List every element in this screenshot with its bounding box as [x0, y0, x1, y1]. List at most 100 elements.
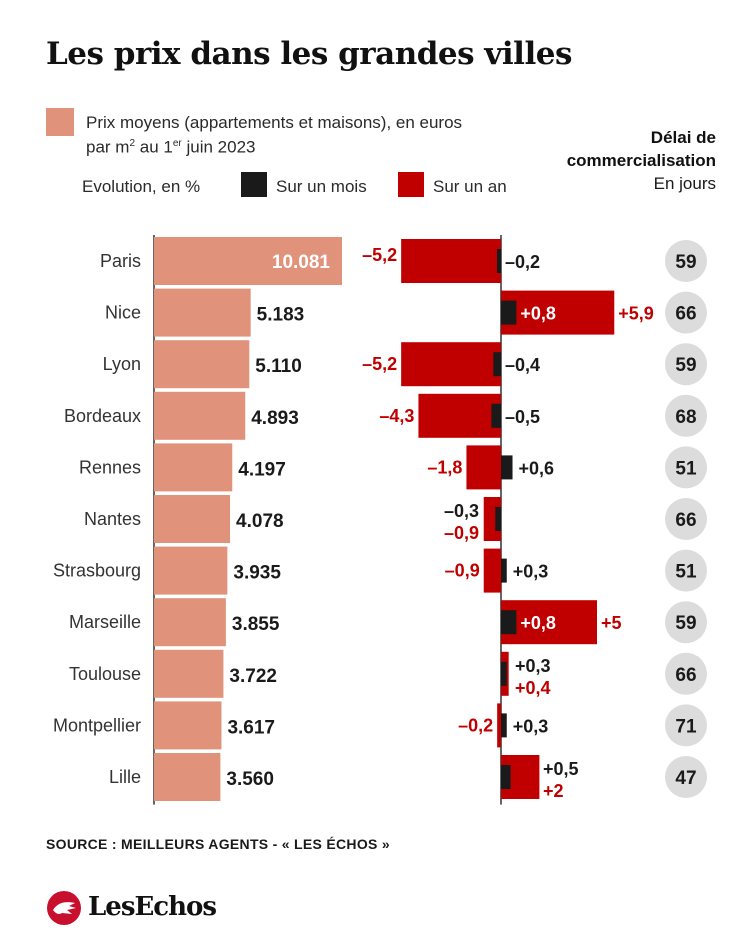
delai-value-0: 59 [675, 252, 696, 273]
city-label-toulouse: Toulouse [69, 664, 141, 684]
city-label-nice: Nice [105, 303, 141, 323]
city-label-strasbourg: Strasbourg [53, 561, 141, 581]
year-label-10: +2 [543, 781, 564, 801]
les-echos-logo: LesEchos [46, 888, 246, 928]
month-label-0: –0,2 [505, 252, 540, 272]
city-label-montpellier: Montpellier [53, 715, 141, 735]
city-label-nantes: Nantes [84, 509, 141, 529]
price-label-7: 3.855 [232, 614, 280, 635]
delai-value-2: 59 [675, 355, 696, 376]
year-label-4: –1,8 [427, 457, 462, 477]
delai-value-7: 59 [675, 613, 696, 634]
month-label-4: +0,6 [519, 458, 555, 478]
price-bar-6 [154, 546, 228, 595]
month-label-7: +0,8 [520, 613, 556, 633]
price-label-4: 4.197 [238, 459, 286, 480]
price-label-6: 3.935 [233, 563, 281, 584]
price-bar-0 [154, 237, 342, 285]
price-bar-5 [154, 495, 231, 543]
month-label-2: –0,4 [505, 355, 540, 375]
delai-value-9: 71 [675, 716, 697, 737]
chart-area: Paris 10.081 –5,2 –0,2 59 Nice 5.183 +0,8 +5,9 66… [53, 235, 707, 805]
month-bar-6 [501, 558, 507, 583]
delai-unit: En jours [653, 174, 716, 193]
month-bar-2 [493, 352, 501, 377]
year-label-6: –0,9 [445, 561, 480, 581]
source-note: SOURCE : MEILLEURS AGENTS - « LES ÉCHOS … [46, 836, 390, 852]
delai-circle-1 [665, 291, 707, 334]
legend-price-label: Prix moyens (appartements et maisons), e… [86, 112, 462, 158]
legend-swatch-price [46, 108, 74, 136]
price-label-2: 5.110 [255, 356, 301, 377]
city-label-lille: Lille [109, 767, 141, 787]
legend-year-label: Sur un an [433, 177, 507, 196]
price-bar-9 [154, 701, 222, 750]
delai-circle-6 [665, 549, 707, 592]
month-bar-9 [501, 713, 507, 738]
year-bar-6 [483, 548, 501, 593]
delai-value-6: 51 [675, 562, 697, 583]
month-bar-8 [501, 661, 507, 686]
month-bar-1 [501, 300, 517, 325]
legend-swatch-year [398, 172, 424, 197]
city-label-paris: Paris [100, 251, 141, 271]
delai-value-1: 66 [675, 304, 696, 325]
price-bar-8 [154, 649, 224, 698]
delai-value-3: 68 [675, 407, 696, 428]
year-label-0: –5,2 [362, 245, 397, 265]
price-label-0: 10.081 [272, 252, 331, 273]
month-bar-7 [501, 610, 517, 635]
delai-title-line2: commercialisation [566, 151, 716, 170]
delai-circle-5 [665, 498, 707, 540]
legend-month-label: Sur un mois [276, 177, 367, 196]
price-bar-1 [154, 288, 251, 337]
delai-circle-2 [665, 343, 707, 386]
month-bar-10 [501, 765, 511, 789]
price-label-10: 3.560 [226, 769, 274, 790]
year-label-3: –4,3 [379, 406, 414, 426]
month-label-9: +0,3 [513, 716, 549, 736]
delai-value-8: 66 [675, 665, 696, 686]
price-bar-7 [154, 598, 226, 647]
year-label-8: +0,4 [515, 678, 551, 698]
year-label-9: –0,2 [458, 715, 493, 735]
chart-title: Les prix dans les grandes villes [46, 36, 572, 72]
delai-circle-10 [665, 756, 707, 798]
delai-header: Délai de commercialisation En jours [567, 126, 716, 195]
month-bar-4 [501, 455, 513, 480]
delai-circle-3 [665, 394, 707, 437]
delai-circle-4 [665, 446, 707, 489]
price-bar-4 [154, 443, 233, 492]
price-bar-2 [154, 340, 250, 389]
year-bar-0 [401, 239, 501, 283]
month-bar-3 [491, 403, 501, 428]
city-label-bordeaux: Bordeaux [64, 406, 141, 426]
month-label-8: +0,3 [515, 656, 551, 676]
year-bar-7 [501, 600, 597, 645]
month-label-1: +0,8 [520, 304, 556, 324]
delai-value-4: 51 [675, 458, 697, 479]
year-bar-1 [501, 290, 615, 335]
price-bar-3 [154, 391, 246, 440]
price-label-9: 3.617 [227, 717, 275, 738]
legend-swatch-month [241, 172, 267, 197]
legend-evolution-label: Evolution, en % [82, 177, 201, 196]
year-bar-3 [418, 393, 501, 438]
city-label-marseille: Marseille [69, 612, 141, 632]
price-label-5: 4.078 [236, 511, 284, 532]
month-bar-0 [497, 249, 501, 273]
city-label-lyon: Lyon [103, 354, 141, 374]
year-bar-4 [466, 445, 501, 490]
year-bar-9 [497, 703, 501, 748]
price-label-3: 4.893 [251, 408, 299, 429]
delai-value-5: 66 [675, 510, 696, 531]
legend-price-line1: Prix moyens (appartements et maisons), e… [86, 113, 463, 132]
les-echos-bird-icon [47, 891, 81, 925]
price-label-1: 5.183 [257, 305, 305, 326]
year-label-7: +5 [601, 613, 622, 633]
city-label-rennes: Rennes [79, 457, 141, 477]
month-label-10: +0,5 [543, 759, 579, 779]
month-label-3: –0,5 [505, 407, 540, 427]
legend-price-line2: par m2 au 1er juin 2023 [86, 137, 256, 157]
delai-title-line1: Délai de [650, 128, 716, 147]
